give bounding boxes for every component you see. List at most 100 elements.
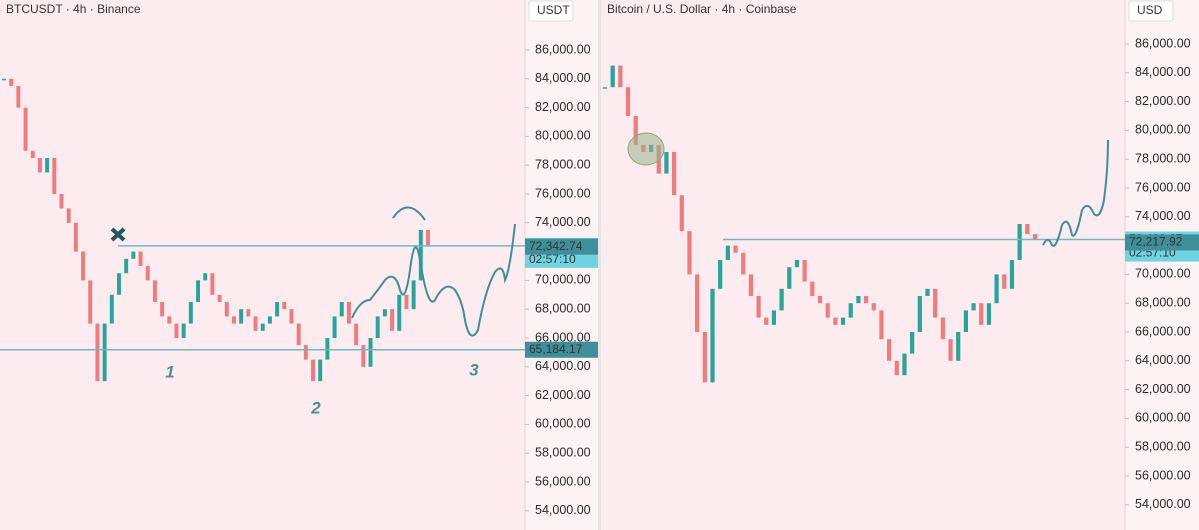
candle [361,345,366,367]
candle [671,152,677,196]
candle [994,274,999,304]
y-tick-label: 68,000.00 [1135,295,1191,309]
y-tick-label: 82,000.00 [535,100,591,114]
y-tick-label: 84,000.00 [1135,65,1191,79]
y-tick-label: 58,000.00 [535,446,591,460]
y-tick-label: 60,000.00 [1135,411,1191,425]
y-tick-label: 86,000.00 [1135,36,1191,50]
drawings [110,139,1109,337]
candle [253,316,258,331]
candle [318,359,323,382]
candle [664,152,669,174]
candle [794,260,800,268]
candle [979,303,984,325]
y-tick-label: 78,000.00 [535,157,591,171]
y-tick-label: 82,000.00 [1135,94,1191,108]
candle [787,267,792,289]
candle [764,317,769,325]
y-tick-label: 60,000.00 [535,417,591,431]
y-tick-label: 70,000.00 [1135,267,1191,281]
candle [1009,260,1015,289]
currency-box [1128,0,1174,22]
candle [748,274,754,297]
candle [917,296,922,333]
divider [598,0,601,530]
candle [710,288,715,383]
candle [303,345,308,360]
candle [124,258,129,274]
y-tick-label: 70,000.00 [535,273,591,287]
currency-label: USD [1137,3,1163,17]
candle [610,65,615,88]
candle [181,323,186,339]
candle [779,288,784,311]
price-label-box [525,341,598,358]
y-tick-label: 84,000.00 [535,71,591,85]
plot-bg [601,0,1125,530]
y-tick-label: 80,000.00 [1135,123,1191,137]
arc [392,206,426,221]
candle [217,294,222,303]
y-tick-label: 58,000.00 [1135,439,1191,453]
candle [397,294,402,331]
price-label: 72,217.92 [1129,235,1183,249]
y-tick-label: 64,000.00 [1135,353,1191,367]
candle [956,332,961,361]
candle [332,316,337,339]
candle [346,302,351,324]
y-tick-label: 68,000.00 [535,301,591,315]
projection [351,223,516,337]
candle [933,288,938,318]
candle [679,195,684,232]
candle [948,339,953,361]
candle [418,230,423,281]
candle [390,309,395,331]
y-tick-label: 62,000.00 [535,388,591,402]
candle [311,359,315,382]
candle [925,288,930,297]
candle [9,78,14,86]
candle [756,296,761,318]
candle [325,338,330,360]
candle [625,87,631,117]
candle [695,274,700,333]
currency-label: USDT [537,3,570,17]
y-tick-label: 56,000.00 [1135,468,1191,482]
candle [66,208,71,223]
candle [971,303,976,311]
y-tick-label: 80,000.00 [535,129,591,143]
y-tick-label: 62,000.00 [1135,382,1191,396]
candle [196,280,201,303]
candle [174,323,179,339]
y-tick-label: 56,000.00 [535,474,591,488]
candle [160,302,165,317]
candle [23,107,28,151]
y-tick-label: 74,000.00 [1135,209,1191,223]
candle [618,65,623,88]
price-label: 65,184.17 [529,342,583,356]
candle [102,323,107,382]
y-tick-label: 78,000.00 [1135,152,1191,166]
candle [224,302,229,317]
candle [73,222,78,252]
candle [138,251,143,267]
candle [59,193,64,209]
candle [817,296,823,304]
candle [825,303,830,318]
chart-title: BTCUSDT · 4h · Binance [6,2,141,16]
candle [725,245,730,261]
candle [167,316,172,324]
candle [833,317,838,325]
currency-box [528,0,574,22]
candle [702,332,707,383]
candle [95,323,100,382]
candle [45,157,50,173]
candle [910,332,915,354]
annotation: 1 [165,362,174,381]
candle [152,280,157,303]
y-tick-label: 54,000.00 [535,503,591,517]
candle [145,266,150,281]
candle [426,230,430,246]
candle [986,303,992,325]
